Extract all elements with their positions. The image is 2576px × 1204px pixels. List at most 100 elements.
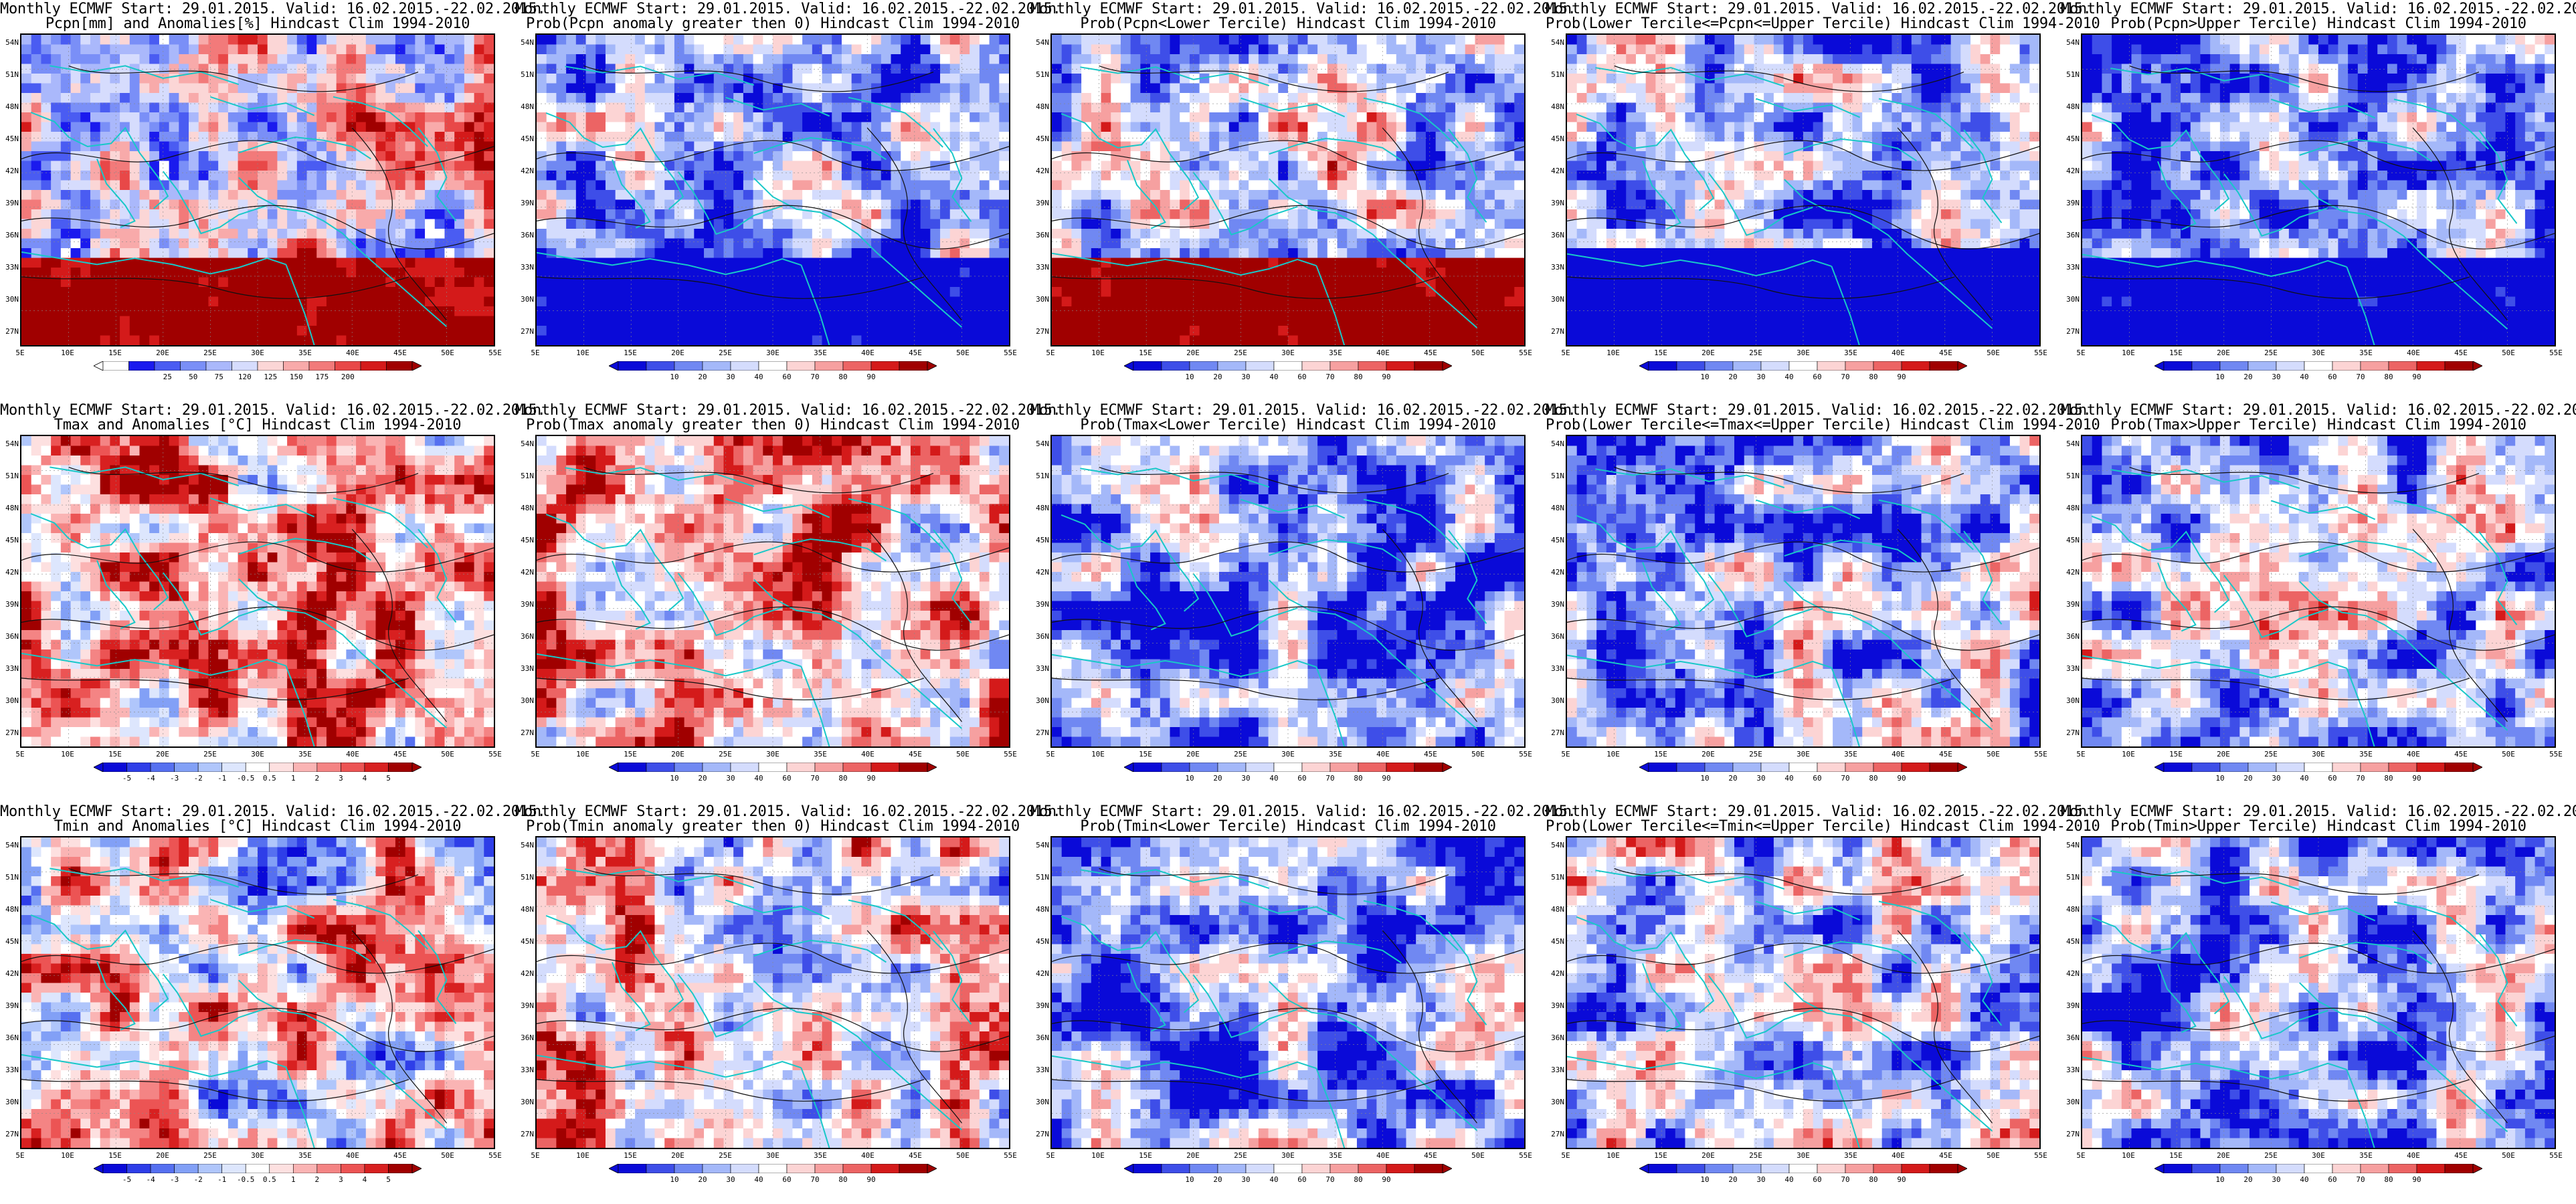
field-cell (1268, 83, 1279, 94)
field-cell (585, 171, 596, 181)
field-cell (258, 248, 268, 259)
field-cell (1465, 296, 1476, 307)
field-cell (110, 54, 120, 65)
field-cell (654, 316, 665, 326)
field-cell (80, 180, 91, 191)
field-cell (792, 54, 803, 65)
field-cell (346, 268, 357, 278)
field-cell (949, 199, 961, 210)
field-cell (385, 219, 396, 229)
field-cell (733, 268, 744, 278)
colorbar-swatch (870, 361, 900, 371)
field-cell (1425, 209, 1437, 220)
contour-line (1052, 276, 1440, 299)
field-cell (375, 132, 386, 142)
field-cell (871, 112, 882, 123)
field-cell (1504, 171, 1515, 181)
field-cell (189, 258, 199, 268)
field-cell (1317, 122, 1328, 132)
field-cell (792, 268, 803, 278)
field-cell (1120, 238, 1131, 249)
field-cell (635, 141, 646, 152)
field-cell (832, 102, 842, 113)
field-cell (258, 64, 268, 74)
field-cell (1327, 171, 1338, 181)
field-cell (1071, 277, 1082, 288)
field-cell (385, 335, 396, 345)
field-cell (1249, 161, 1259, 171)
field-cell (1268, 35, 1279, 45)
field-cell (149, 238, 160, 249)
field-cell (595, 287, 606, 298)
field-cell (1288, 74, 1299, 84)
field-cell (110, 132, 120, 142)
field-cell (1347, 268, 1358, 278)
field-cell (979, 238, 990, 249)
field-cell (296, 268, 308, 278)
field-cell (31, 151, 42, 162)
field-cell (1347, 335, 1358, 345)
field-cell (1249, 316, 1259, 326)
field-cell (60, 316, 72, 326)
field-cell (1071, 102, 1082, 113)
field-cell (365, 35, 377, 45)
field-cell (654, 35, 665, 45)
field-cell (674, 83, 685, 94)
field-cell (654, 161, 665, 171)
field-cell (326, 335, 337, 345)
field-cell (753, 171, 763, 181)
field-cell (841, 132, 852, 142)
field-cell (434, 335, 446, 345)
field-cell (356, 64, 367, 74)
field-cell (1268, 141, 1279, 152)
field-cell (1140, 74, 1151, 84)
field-cell (1366, 122, 1377, 132)
field-cell (277, 287, 288, 298)
field-cell (356, 171, 367, 181)
field-cell (989, 199, 1000, 210)
field-cell (296, 326, 308, 336)
field-cell (773, 219, 784, 229)
field-cell (792, 335, 803, 345)
field-cell (425, 102, 436, 113)
field-cell (198, 151, 209, 162)
field-cell (1228, 141, 1240, 152)
field-cell (1101, 209, 1111, 220)
field-cell (1219, 35, 1230, 45)
field-cell (1091, 316, 1102, 326)
field-cell (1366, 238, 1377, 249)
field-cell (1567, 44, 1578, 55)
field-cell (1990, 54, 2001, 65)
field-cell (1189, 219, 1200, 229)
field-cell (395, 93, 406, 104)
field-cell (365, 335, 377, 345)
field-cell (1396, 209, 1407, 220)
field-cell (1386, 229, 1397, 239)
field-cell (723, 102, 734, 113)
field-cell (198, 238, 209, 249)
field-cell (556, 64, 567, 74)
field-cell (644, 35, 656, 45)
field-cell (395, 287, 406, 298)
field-cell (949, 287, 961, 298)
field-cell (635, 54, 646, 65)
field-cell (989, 229, 1000, 239)
field-cell (90, 335, 101, 345)
field-cell (970, 83, 980, 94)
field-cell (1249, 258, 1259, 268)
field-cell (1833, 35, 1843, 45)
field-cell (120, 112, 130, 123)
field-cell (1180, 64, 1190, 74)
field-cell (444, 83, 455, 94)
field-cell (258, 326, 268, 336)
field-cell (395, 54, 406, 65)
field-cell (871, 93, 882, 104)
field-cell (940, 248, 951, 259)
field-cell (546, 209, 557, 220)
field-cell (644, 268, 656, 278)
field-cell (930, 229, 941, 239)
field-cell (1297, 83, 1309, 94)
field-cell (822, 199, 832, 210)
field-cell (930, 54, 941, 65)
field-cell (375, 287, 386, 298)
